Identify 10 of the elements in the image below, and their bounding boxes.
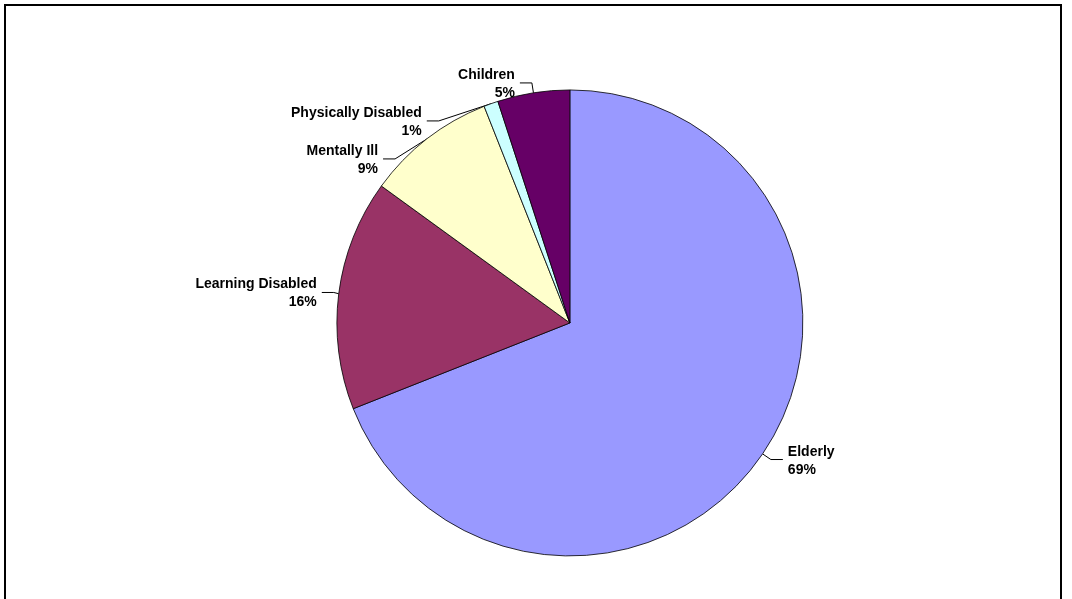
data-label: 69% [787,460,817,477]
slice-label: Elderly [787,442,835,459]
data-label: 9% [357,159,379,176]
data-label: 5% [494,83,516,100]
slice-label: Learning Disabled [195,275,317,292]
slice-label: Mentally Ill [306,141,379,158]
slice-label: Children [458,65,515,82]
data-label: 16% [288,293,318,310]
data-label: 1% [401,121,423,138]
slice-label: Physically Disabled [291,103,422,120]
